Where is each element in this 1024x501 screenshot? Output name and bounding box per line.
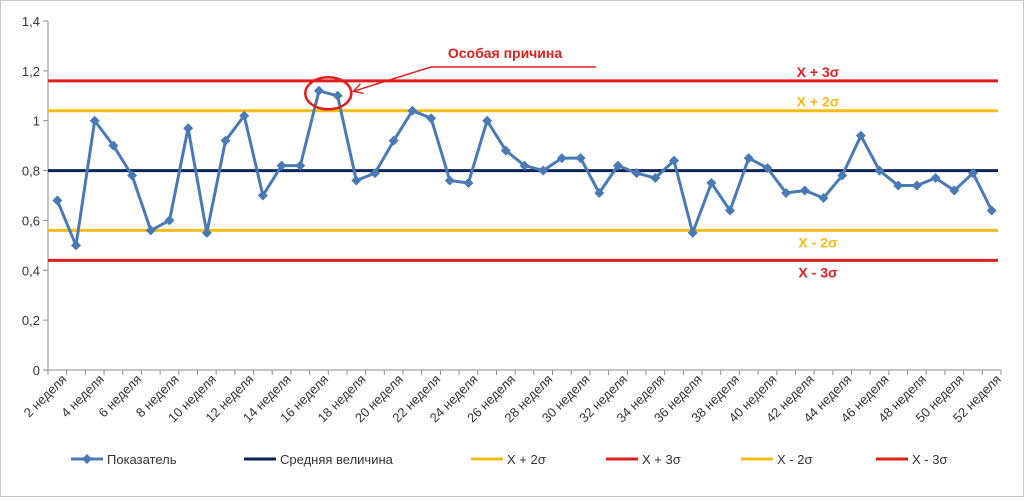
data-point-marker xyxy=(949,185,960,196)
data-point-marker xyxy=(444,175,455,186)
data-point-marker xyxy=(108,140,119,151)
data-point-marker xyxy=(538,165,549,176)
y-tick-label: 0 xyxy=(33,363,40,378)
data-point-marker xyxy=(500,145,511,156)
data-point-marker xyxy=(668,155,679,166)
annotation-label: Особая причина xyxy=(448,45,563,61)
data-point-marker xyxy=(893,180,904,191)
legend-label: X + 3σ xyxy=(642,452,681,467)
data-point-marker xyxy=(556,153,567,164)
data-point-marker xyxy=(781,188,792,199)
y-tick-label: 0,8 xyxy=(22,164,40,179)
data-point-marker xyxy=(631,168,642,179)
reference-line-label: X + 2σ xyxy=(797,94,840,110)
legend-label: X - 3σ xyxy=(912,452,947,467)
data-point-marker xyxy=(725,205,736,216)
y-tick-label: 1,4 xyxy=(22,14,40,29)
data-point-marker xyxy=(388,135,399,146)
special-cause-circle xyxy=(304,76,353,111)
data-point-marker xyxy=(911,180,922,191)
y-tick-label: 0,4 xyxy=(22,263,40,278)
data-point-marker xyxy=(650,173,661,184)
data-point-marker xyxy=(220,135,231,146)
reference-line-label: X - 3σ xyxy=(798,264,838,280)
data-point-marker xyxy=(687,227,698,238)
legend: Показатель Средняя величина X + 2σ X + 3σ X … xyxy=(71,452,947,467)
data-point-marker xyxy=(743,153,754,164)
data-point-marker xyxy=(145,225,156,236)
data-point-marker xyxy=(239,110,250,121)
data-point-marker xyxy=(164,215,175,226)
data-point-marker xyxy=(706,178,717,189)
y-tick-label: 0,2 xyxy=(22,313,40,328)
data-point-marker xyxy=(407,105,418,116)
data-point-marker xyxy=(519,160,530,171)
data-point-marker xyxy=(71,240,82,251)
data-point-marker xyxy=(89,115,100,126)
data-point-marker xyxy=(426,113,437,124)
chart-axes: 0 0,2 0,4 0,6 0,8 1 1,2 1,4 xyxy=(22,14,1002,378)
y-tick-label: 1,2 xyxy=(22,64,40,79)
y-tick-label: 1 xyxy=(33,114,40,129)
data-point-marker xyxy=(127,170,138,181)
data-point-marker xyxy=(276,160,287,171)
legend-label: Показатель xyxy=(107,452,177,467)
data-point-marker xyxy=(201,227,212,238)
data-point-marker xyxy=(183,123,194,134)
y-tick-label: 0,6 xyxy=(22,213,40,228)
data-point-marker xyxy=(351,175,362,186)
data-point-marker xyxy=(52,195,63,206)
data-point-marker xyxy=(370,168,381,179)
data-point-marker xyxy=(818,192,829,203)
reference-lines: X + 3σ X + 2σ X - 2σ X - 3σ xyxy=(48,64,998,280)
reference-line-label: X + 3σ xyxy=(797,64,840,80)
data-point-marker xyxy=(837,170,848,181)
data-point-marker xyxy=(967,168,978,179)
reference-line-label: X - 2σ xyxy=(798,234,838,250)
series-pokazatel xyxy=(52,85,997,251)
data-point-marker xyxy=(295,160,306,171)
data-point-marker xyxy=(257,190,268,201)
data-point-marker xyxy=(874,165,885,176)
data-point-marker xyxy=(482,115,493,126)
annotation-arrow-line xyxy=(353,66,432,93)
data-point-marker xyxy=(332,90,343,101)
data-point-marker xyxy=(986,205,997,216)
annotation-arrowhead xyxy=(351,83,364,95)
data-point-marker xyxy=(575,153,586,164)
data-point-marker xyxy=(799,185,810,196)
data-point-marker xyxy=(463,178,474,189)
data-point-marker xyxy=(930,173,941,184)
data-point-marker xyxy=(594,188,605,199)
data-point-marker xyxy=(313,85,324,96)
data-point-marker xyxy=(612,160,623,171)
data-point-marker xyxy=(855,130,866,141)
legend-label: Средняя величина xyxy=(280,452,394,467)
legend-label: X + 2σ xyxy=(507,452,546,467)
legend-label: X - 2σ xyxy=(777,452,812,467)
annotation-group: Особая причина xyxy=(304,45,596,111)
legend-marker xyxy=(82,454,92,464)
data-point-marker xyxy=(762,163,773,174)
